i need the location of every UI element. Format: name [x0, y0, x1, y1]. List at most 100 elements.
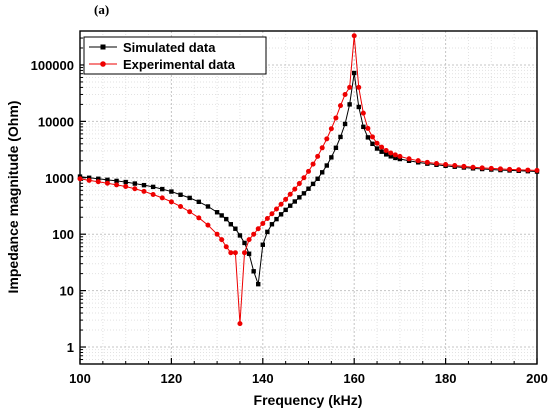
- data-point-experimental-data: [406, 156, 412, 162]
- data-point-simulated-data: [265, 229, 270, 235]
- data-point-experimental-data: [214, 231, 220, 237]
- data-point-simulated-data: [388, 154, 393, 159]
- data-point-simulated-data: [320, 170, 325, 175]
- data-point-experimental-data: [479, 165, 485, 171]
- data-point-simulated-data: [324, 163, 329, 168]
- data-point-simulated-data: [105, 177, 110, 183]
- data-point-simulated-data: [383, 152, 389, 157]
- data-point-simulated-data: [356, 104, 361, 110]
- legend: Simulated data Experimental data: [83, 36, 267, 75]
- data-point-experimental-data: [516, 167, 522, 173]
- data-point-simulated-data: [347, 102, 352, 107]
- y-tick-label: 100: [52, 227, 74, 242]
- data-point-experimental-data: [337, 103, 343, 109]
- data-point-simulated-data: [397, 156, 403, 162]
- data-point-experimental-data: [360, 110, 366, 116]
- data-point-simulated-data: [288, 203, 293, 208]
- data-point-experimental-data: [187, 209, 193, 215]
- data-point-experimental-data: [497, 166, 503, 172]
- data-point-experimental-data: [397, 153, 403, 159]
- data-point-experimental-data: [315, 153, 321, 159]
- y-tick-label: 1000: [45, 171, 74, 186]
- data-point-simulated-data: [306, 186, 311, 191]
- data-point-simulated-data: [237, 233, 243, 238]
- data-point-experimental-data: [292, 186, 298, 192]
- data-point-experimental-data: [310, 161, 316, 167]
- legend-marker-experimental: [100, 61, 106, 67]
- data-point-experimental-data: [232, 250, 238, 256]
- x-tick-label: 100: [69, 371, 91, 386]
- data-point-simulated-data: [141, 182, 147, 188]
- data-point-experimental-data: [228, 250, 234, 256]
- data-point-experimental-data: [86, 177, 92, 183]
- y-tick-label: 10000: [38, 114, 74, 129]
- data-point-experimental-data: [351, 33, 357, 39]
- data-point-experimental-data: [534, 167, 540, 173]
- data-point-experimental-data: [383, 147, 389, 153]
- data-point-simulated-data: [160, 186, 165, 192]
- data-point-simulated-data: [365, 135, 371, 140]
- data-point-simulated-data: [342, 121, 348, 127]
- data-point-experimental-data: [507, 166, 513, 172]
- data-point-experimental-data: [379, 144, 385, 150]
- x-tick-label: 140: [252, 371, 274, 386]
- data-point-simulated-data: [224, 216, 229, 222]
- data-point-simulated-data: [233, 226, 238, 231]
- data-point-experimental-data: [301, 175, 307, 181]
- y-tick-label: 1: [67, 340, 74, 355]
- data-point-experimental-data: [278, 201, 284, 207]
- data-point-experimental-data: [150, 192, 156, 198]
- x-tick-label: 160: [343, 371, 365, 386]
- data-point-experimental-data: [324, 136, 330, 142]
- data-point-experimental-data: [104, 180, 110, 186]
- y-axis-title: Impedance magnitude (Ohm): [5, 101, 21, 294]
- data-point-simulated-data: [251, 269, 256, 274]
- data-point-simulated-data: [352, 70, 357, 76]
- legend-box: [83, 36, 267, 75]
- data-point-simulated-data: [256, 281, 261, 287]
- data-point-simulated-data: [228, 222, 234, 227]
- data-point-simulated-data: [310, 181, 316, 187]
- data-point-experimental-data: [178, 203, 184, 209]
- data-point-experimental-data: [328, 126, 334, 132]
- data-point-experimental-data: [488, 165, 494, 171]
- data-point-experimental-data: [287, 191, 293, 197]
- data-point-experimental-data: [392, 152, 398, 158]
- y-tick-label: 100000: [31, 58, 74, 73]
- data-point-simulated-data: [370, 141, 375, 147]
- data-point-experimental-data: [223, 244, 229, 250]
- x-tick-label: 120: [161, 371, 183, 386]
- data-point-experimental-data: [470, 164, 476, 170]
- data-point-simulated-data: [219, 213, 224, 218]
- data-point-simulated-data: [187, 195, 192, 201]
- data-point-simulated-data: [393, 155, 398, 161]
- data-point-experimental-data: [283, 196, 289, 202]
- data-point-experimental-data: [461, 163, 467, 169]
- data-point-experimental-data: [443, 161, 449, 167]
- data-point-simulated-data: [214, 210, 220, 215]
- data-point-experimental-data: [342, 91, 348, 97]
- data-point-experimental-data: [242, 250, 248, 256]
- data-point-simulated-data: [114, 178, 119, 184]
- data-point-simulated-data: [260, 242, 265, 247]
- data-point-experimental-data: [159, 195, 165, 201]
- data-point-simulated-data: [374, 146, 380, 151]
- data-point-simulated-data: [315, 176, 320, 181]
- data-point-experimental-data: [333, 115, 339, 121]
- data-point-experimental-data: [356, 84, 362, 90]
- data-point-simulated-data: [205, 204, 211, 209]
- data-point-experimental-data: [246, 237, 252, 243]
- data-point-experimental-data: [95, 179, 101, 185]
- data-point-experimental-data: [219, 237, 225, 243]
- data-point-experimental-data: [260, 220, 266, 226]
- data-point-experimental-data: [196, 215, 202, 221]
- data-point-experimental-data: [433, 161, 439, 167]
- data-point-simulated-data: [301, 191, 307, 196]
- data-point-simulated-data: [96, 176, 101, 181]
- grid-lines: [80, 31, 537, 364]
- x-axis-title: Frequency (kHz): [254, 392, 363, 408]
- data-point-simulated-data: [196, 199, 202, 205]
- data-point-simulated-data: [269, 222, 275, 227]
- data-point-experimental-data: [525, 167, 531, 173]
